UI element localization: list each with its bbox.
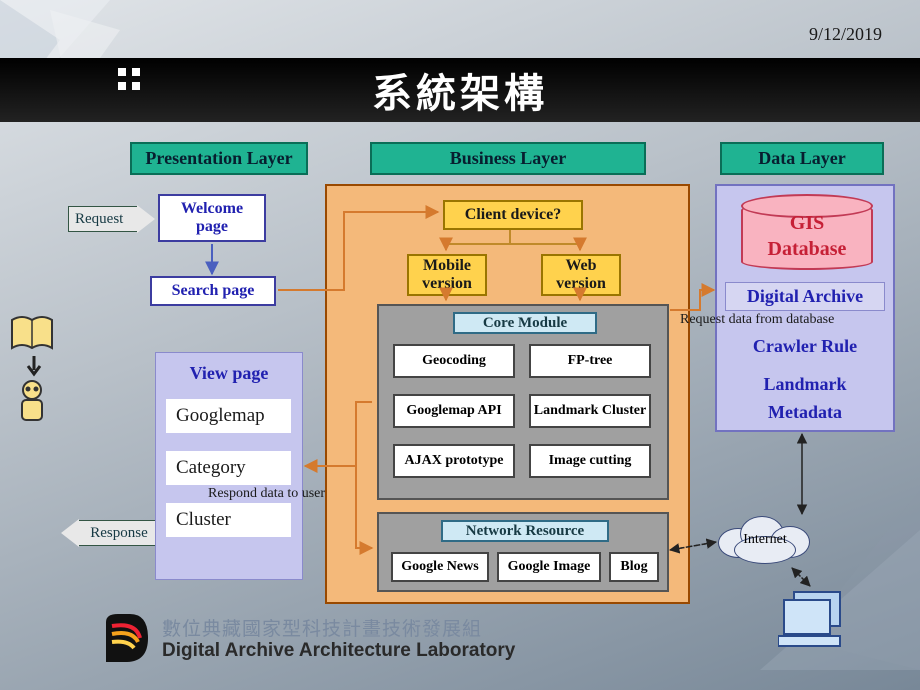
- net-blog: Blog: [609, 552, 659, 582]
- request-arrow: Request: [68, 206, 138, 232]
- data-layer-panel: GIS Database Digital Archive Crawler Rul…: [715, 184, 895, 432]
- network-resource-title: Network Resource: [441, 520, 609, 542]
- gis-label-top: GIS: [743, 212, 871, 235]
- view-page-label: View page: [156, 363, 302, 384]
- core-fptree: FP-tree: [529, 344, 651, 378]
- title-band: 系統架構: [0, 58, 920, 122]
- core-image-cutting: Image cutting: [529, 444, 651, 478]
- core-module-panel: Core Module Geocoding FP-tree Googlemap …: [377, 304, 669, 500]
- arrow-down-icon: [26, 356, 42, 380]
- data-crawler-rule: Crawler Rule: [717, 336, 893, 357]
- core-module-title: Core Module: [453, 312, 597, 334]
- core-gmap-api: Googlemap API: [393, 394, 515, 428]
- net-google-image: Google Image: [497, 552, 601, 582]
- response-label: Response: [90, 525, 148, 542]
- respond-data-label: Respond data to user: [208, 486, 325, 502]
- request-label: Request: [75, 211, 123, 228]
- title-dots-icon: [118, 68, 140, 90]
- slide-date: 9/12/2019: [809, 24, 882, 45]
- footer-chinese: 數位典藏國家型科技計畫技術發展組: [162, 614, 482, 641]
- view-item-googlemap: Googlemap: [166, 399, 291, 433]
- core-geocoding: Geocoding: [393, 344, 515, 378]
- layer-header-business: Business Layer: [370, 142, 646, 175]
- network-resource-panel: Network Resource Google News Google Imag…: [377, 512, 669, 592]
- core-ajax: AJAX prototype: [393, 444, 515, 478]
- book-icon: [8, 314, 56, 358]
- data-digital-archive: Digital Archive: [725, 282, 885, 311]
- internet-label: Internet: [718, 532, 812, 548]
- slide: 9/12/2019 系統架構 Presentation Layer Busine…: [0, 0, 920, 690]
- computer-icon: [778, 586, 858, 652]
- layer-header-data: Data Layer: [720, 142, 884, 175]
- internet-cloud: Internet: [718, 516, 812, 566]
- gis-database-cylinder: GIS Database: [741, 202, 873, 270]
- view-item-category: Category: [166, 451, 291, 485]
- request-data-label: Request data from database: [680, 312, 834, 328]
- view-page-panel: View page Googlemap Category Cluster: [155, 352, 303, 580]
- layer-header-presentation: Presentation Layer: [130, 142, 308, 175]
- mobile-version-box: Mobile version: [407, 254, 487, 296]
- lab-logo-icon: [102, 612, 152, 668]
- data-landmark: Landmark: [717, 374, 893, 395]
- search-page-box: Search page: [150, 276, 276, 306]
- response-arrow: Response: [78, 520, 158, 546]
- client-device-box: Client device?: [443, 200, 583, 230]
- business-layer-panel: Client device? Mobile version Web versio…: [325, 184, 690, 604]
- web-version-box: Web version: [541, 254, 621, 296]
- welcome-page-box: Welcome page: [158, 194, 266, 242]
- person-icon: [10, 378, 54, 426]
- slide-title: 系統架構: [372, 61, 548, 119]
- footer-english: Digital Archive Architecture Laboratory: [162, 640, 515, 662]
- core-landmark-cluster: Landmark Cluster: [529, 394, 651, 428]
- net-google-news: Google News: [391, 552, 489, 582]
- gis-label-bottom: Database: [743, 238, 871, 261]
- view-item-cluster: Cluster: [166, 503, 291, 537]
- data-metadata: Metadata: [717, 402, 893, 423]
